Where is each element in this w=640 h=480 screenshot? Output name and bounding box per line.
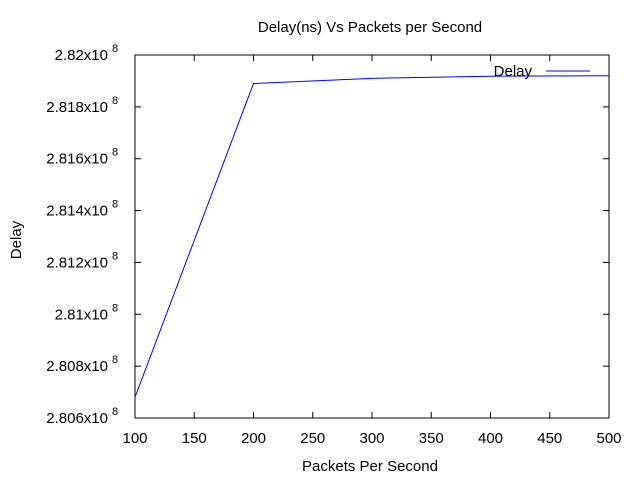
y-axis-label: Delay <box>8 220 25 259</box>
x-tick-label: 200 <box>241 430 266 447</box>
x-tick-label: 150 <box>182 430 207 447</box>
x-tick-label: 450 <box>537 430 562 447</box>
x-tick-label: 250 <box>300 430 325 447</box>
x-tick-label: 500 <box>596 430 621 447</box>
plot-area-border <box>134 54 610 419</box>
legend: Delay <box>494 63 590 80</box>
x-axis-ticks: 100 150 200 250 300 350 400 450 500 <box>122 55 622 447</box>
y-tick-exponent: 8 <box>112 302 118 314</box>
y-tick-exponent: 8 <box>112 147 118 159</box>
y-tick-label: 2.806x10 <box>46 410 108 427</box>
x-tick-label: 350 <box>419 430 444 447</box>
y-axis-ticks: 2.806x10 8 2.808x10 8 2.81x10 8 2.812x10 8 2.814… <box>46 43 609 427</box>
y-tick-label: 2.812x10 <box>46 254 108 271</box>
x-tick-label: 300 <box>359 430 384 447</box>
y-tick-label: 2.818x10 <box>46 99 108 116</box>
y-tick-exponent: 8 <box>112 354 118 366</box>
y-tick-exponent: 8 <box>112 250 118 262</box>
y-tick-exponent: 8 <box>112 406 118 418</box>
series-line-delay <box>134 75 610 398</box>
y-tick-label: 2.808x10 <box>46 358 108 375</box>
y-tick-label: 2.81x10 <box>55 306 108 323</box>
x-tick-label: 100 <box>122 430 147 447</box>
y-tick-exponent: 8 <box>112 199 118 211</box>
y-tick-exponent: 8 <box>112 95 118 107</box>
y-tick-label: 2.816x10 <box>46 151 108 168</box>
y-tick-label: 2.82x10 <box>55 47 108 64</box>
legend-label: Delay <box>494 63 533 80</box>
x-tick-label: 400 <box>478 430 503 447</box>
chart-title: Delay(ns) Vs Packets per Second <box>258 19 482 36</box>
y-tick-exponent: 8 <box>112 43 118 55</box>
x-axis-label: Packets Per Second <box>302 458 438 475</box>
series-layer <box>134 75 610 398</box>
y-tick-label: 2.814x10 <box>46 203 108 220</box>
